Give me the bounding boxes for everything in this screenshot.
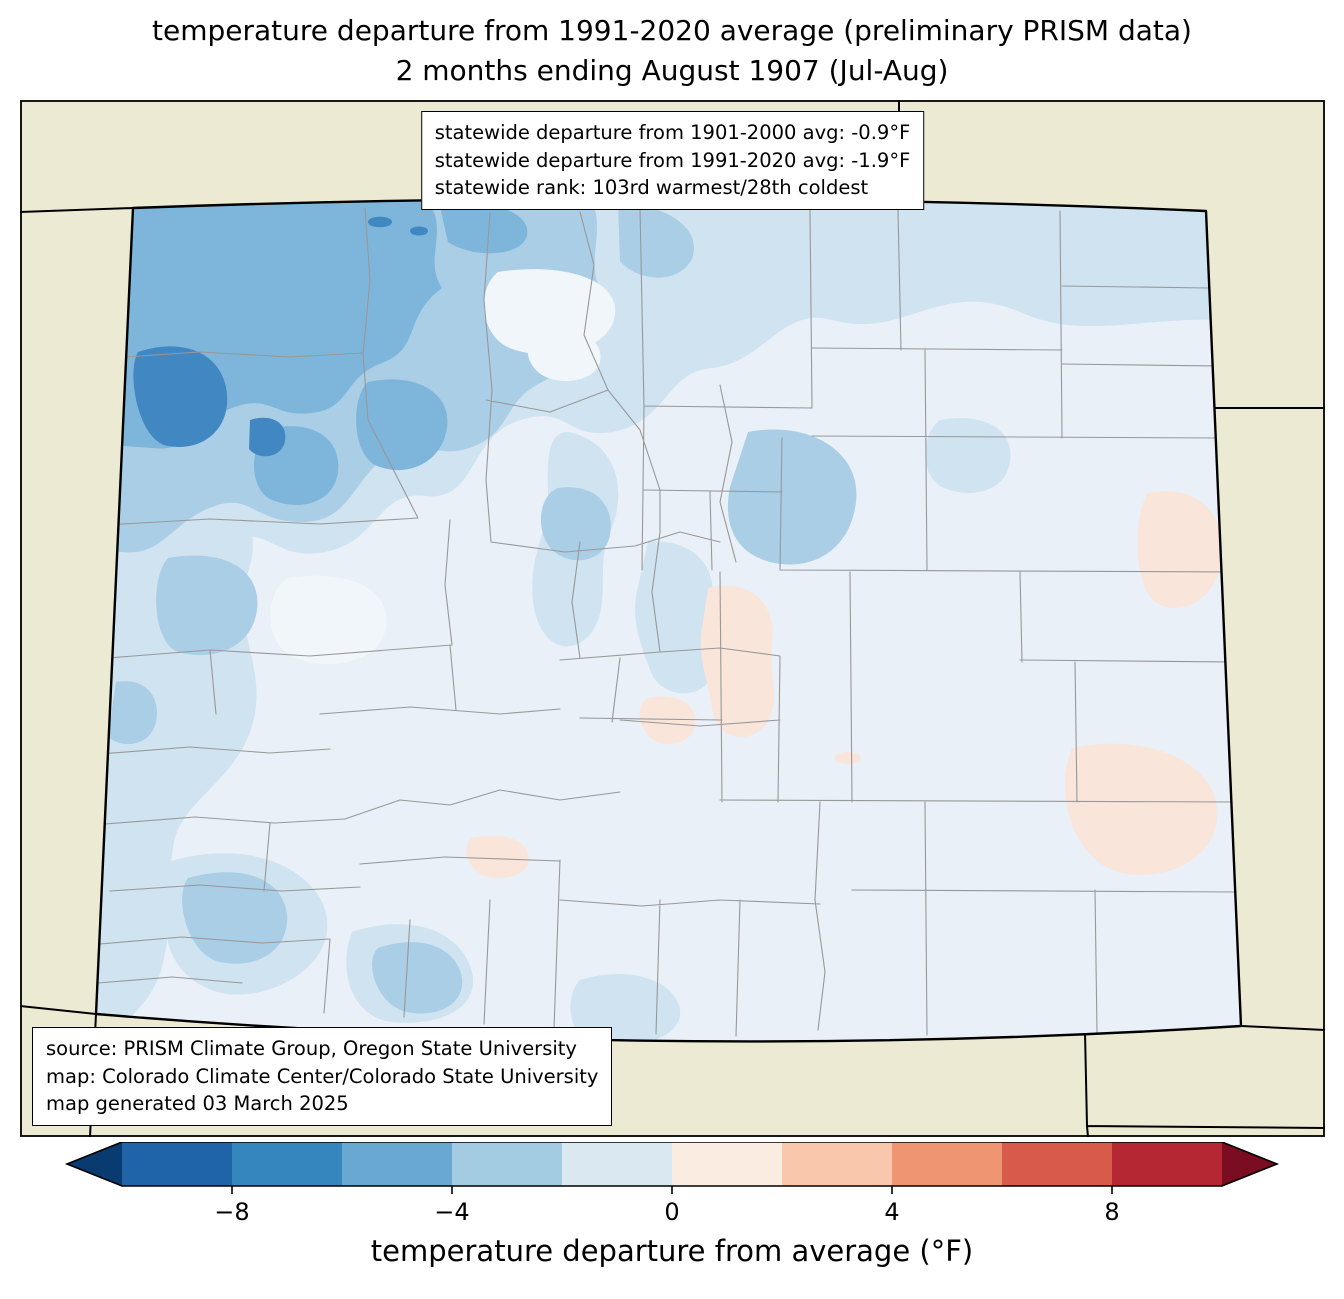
colorbar-right-arrow — [1222, 1142, 1277, 1186]
title-line-2: 2 months ending August 1907 (Jul-Aug) — [395, 54, 949, 87]
colorbar-segment — [672, 1142, 782, 1186]
colorbar-axis-label: temperature departure from average (°F) — [370, 1234, 974, 1268]
stats-line-1: statewide departure from 1901-2000 avg: … — [434, 121, 911, 144]
source-line-3: map generated 03 March 2025 — [46, 1092, 349, 1116]
colorbar-segment — [232, 1142, 342, 1186]
colorbar-tick-label: 0 — [664, 1198, 679, 1226]
colorbar-left-arrow — [67, 1142, 122, 1186]
colorbar-segment — [562, 1142, 672, 1186]
county-boundaries — [97, 207, 1239, 1037]
title-line-1: temperature departure from 1991-2020 ave… — [152, 14, 1192, 47]
source-box: source: PRISM Climate Group, Oregon Stat… — [32, 1026, 613, 1126]
colorbar-segment — [1112, 1142, 1222, 1186]
colorbar-segment — [1002, 1142, 1112, 1186]
colorbar-segment — [782, 1142, 892, 1186]
stats-line-2: statewide departure from 1991-2020 avg: … — [434, 148, 911, 172]
colorbar-tick-label: −8 — [214, 1198, 249, 1226]
colorbar-tick-label: −4 — [434, 1198, 469, 1226]
colorbar: −8 −4 0 4 8 — [64, 1142, 1280, 1226]
map-canvas — [20, 100, 1325, 1137]
colorbar-outline — [64, 1142, 1280, 1187]
axes-frame — [20, 100, 1325, 1137]
colorbar-tick-label: 4 — [884, 1198, 899, 1226]
source-line-1: source: PRISM Climate Group, Oregon Stat… — [46, 1036, 577, 1060]
contour-band-pink — [466, 491, 1223, 879]
stats-line-3: statewide rank: 103rd warmest/28th colde… — [434, 176, 869, 200]
contour-patch-near-white — [270, 269, 616, 665]
colorbar-segment — [342, 1142, 452, 1186]
contour-band-dark-blue — [133, 216, 428, 457]
contour-band-strong-blue — [96, 198, 528, 505]
map-area: statewide departure from 1901-2000 avg: … — [20, 100, 1325, 1137]
colorbar-segment — [122, 1142, 232, 1186]
colorbar-segment — [892, 1142, 1002, 1186]
colorbar-tick-label: 8 — [1104, 1198, 1119, 1226]
source-line-2: map: Colorado Climate Center/Colorado St… — [46, 1064, 599, 1088]
colorbar-segment — [452, 1142, 562, 1186]
stats-box: statewide departure from 1901-2000 avg: … — [420, 111, 925, 211]
